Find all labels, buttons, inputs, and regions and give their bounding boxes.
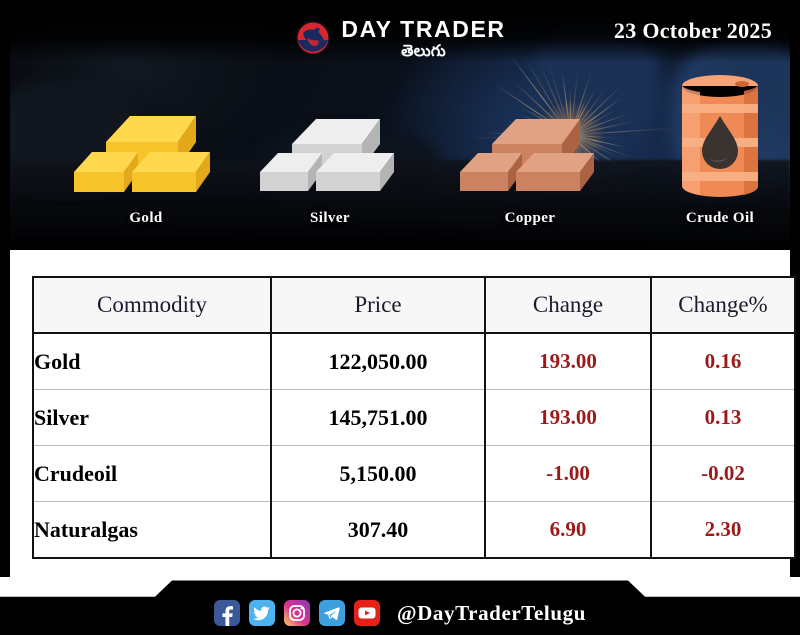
poster-date: 23 October 2025 <box>614 18 772 44</box>
cell-commodity: Crudeoil <box>33 446 271 502</box>
brand-subtitle: తెలుగు <box>401 43 446 59</box>
bull-logo-icon <box>294 19 332 57</box>
column-header-change-pct: Change% <box>651 277 795 333</box>
commodity-tile-crude-oil: Crude Oil <box>650 72 790 200</box>
youtube-icon[interactable] <box>354 600 380 626</box>
column-header-commodity: Commodity <box>33 277 271 333</box>
cell-commodity: Silver <box>33 390 271 446</box>
cell-change-pct: 0.16 <box>651 333 795 390</box>
commodity-price-poster: DAY TRADER తెలుగు 23 October 2025 <box>0 0 800 635</box>
cell-change-pct: -0.02 <box>651 446 795 502</box>
social-footer: @DayTraderTelugu <box>0 577 800 635</box>
commodity-tile-silver: Silver <box>250 102 410 198</box>
table-header: Commodity Price Change Change% <box>33 277 795 333</box>
table-body: Gold 122,050.00 193.00 0.16 Silver 145,7… <box>33 333 795 558</box>
cell-price: 307.40 <box>271 502 485 559</box>
commodity-tile-copper: Copper <box>450 102 610 198</box>
column-header-price: Price <box>271 277 485 333</box>
column-header-change: Change <box>485 277 651 333</box>
commodity-label-silver: Silver <box>250 210 410 227</box>
table-row: Crudeoil 5,150.00 -1.00 -0.02 <box>33 446 795 502</box>
cell-change-pct: 2.30 <box>651 502 795 559</box>
cell-price: 122,050.00 <box>271 333 485 390</box>
silver-bars-icon <box>258 102 408 198</box>
cell-commodity: Naturalgas <box>33 502 271 559</box>
commodity-price-table: Commodity Price Change Change% Gold 122,… <box>32 276 796 559</box>
cell-change: 193.00 <box>485 333 651 390</box>
cell-change: 6.90 <box>485 502 651 559</box>
cell-price: 145,751.00 <box>271 390 485 446</box>
cell-price: 5,150.00 <box>271 446 485 502</box>
cell-commodity: Gold <box>33 333 271 390</box>
table-row: Naturalgas 307.40 6.90 2.30 <box>33 502 795 559</box>
gold-bars-icon <box>70 98 220 194</box>
hero-banner: DAY TRADER తెలుగు 23 October 2025 <box>10 10 790 250</box>
facebook-icon[interactable] <box>214 600 240 626</box>
cell-change: -1.00 <box>485 446 651 502</box>
table-row: Gold 122,050.00 193.00 0.16 <box>33 333 795 390</box>
cell-change-pct: 0.13 <box>651 390 795 446</box>
twitter-icon[interactable] <box>249 600 275 626</box>
commodity-label-copper: Copper <box>450 210 610 227</box>
telegram-icon[interactable] <box>319 600 345 626</box>
commodity-label-crude-oil: Crude Oil <box>650 210 790 227</box>
table-row: Silver 145,751.00 193.00 0.13 <box>33 390 795 446</box>
commodity-tile-gold: Gold <box>58 98 234 194</box>
oil-barrel-icon <box>674 72 766 200</box>
cell-change: 193.00 <box>485 390 651 446</box>
price-table-card: Commodity Price Change Change% Gold 122,… <box>10 250 790 587</box>
instagram-icon[interactable] <box>284 600 310 626</box>
social-handle: @DayTraderTelugu <box>397 601 586 626</box>
brand-name: DAY TRADER <box>341 18 505 41</box>
copper-bars-icon <box>458 102 608 198</box>
commodity-label-gold: Gold <box>58 210 234 227</box>
